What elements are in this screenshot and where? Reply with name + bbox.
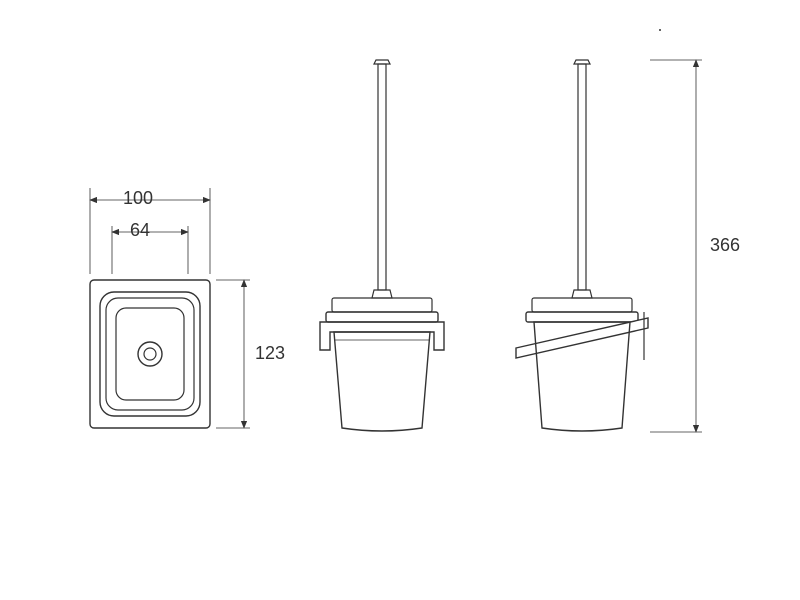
dim-depth: 123	[255, 343, 285, 364]
technical-drawing	[0, 0, 800, 600]
side-view	[516, 60, 702, 432]
dim-height-total: 366	[710, 235, 740, 256]
dim-width-outer: 100	[123, 188, 153, 209]
top-view	[90, 188, 250, 428]
dim-width-inner: 64	[130, 220, 150, 241]
front-view	[320, 60, 444, 431]
